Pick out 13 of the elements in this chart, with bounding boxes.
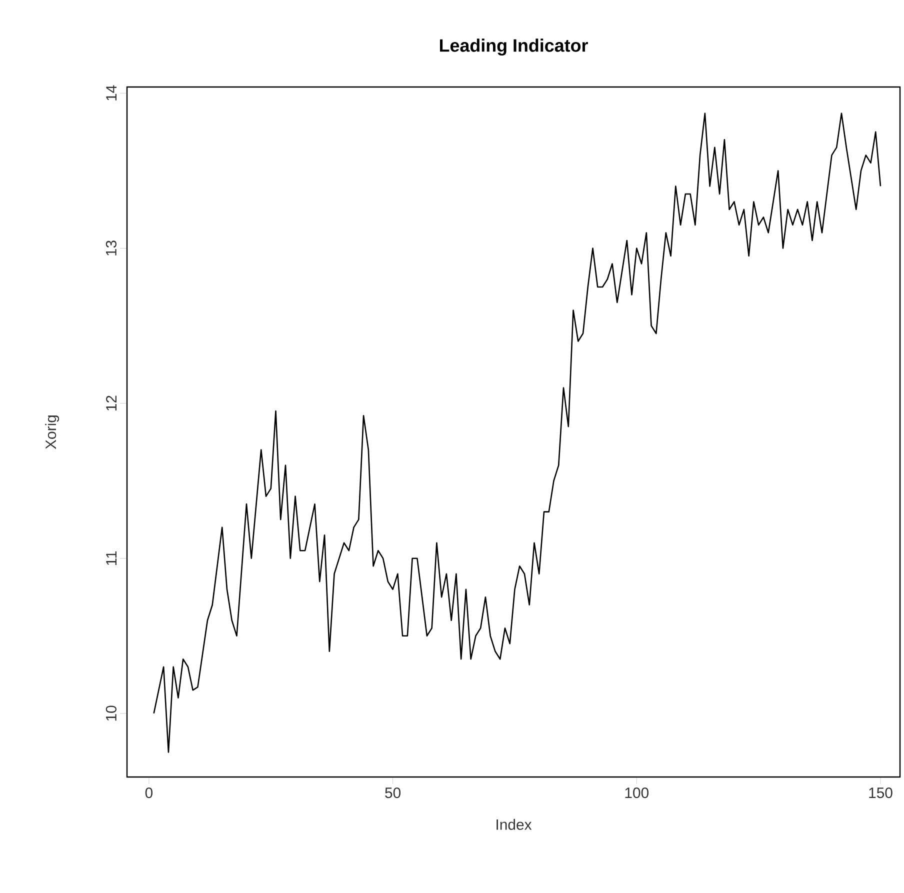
line-series (153, 112, 882, 753)
chart-title: Leading Indicator (440, 38, 588, 56)
y-tick-label: 12 (106, 396, 116, 410)
x-axis-title: Index (496, 818, 532, 830)
y-tick-label: 13 (106, 240, 116, 256)
y-tick-label: 11 (106, 551, 116, 565)
x-tick-label: 50 (385, 788, 401, 798)
x-tick-label: 100 (625, 788, 649, 798)
x-tick-label: 150 (869, 788, 892, 798)
y-tick-label: 14 (106, 85, 116, 100)
y-tick-label: 10 (106, 706, 116, 721)
y-axis-title: Xorig (45, 416, 60, 450)
x-tick-label: 0 (145, 788, 153, 798)
